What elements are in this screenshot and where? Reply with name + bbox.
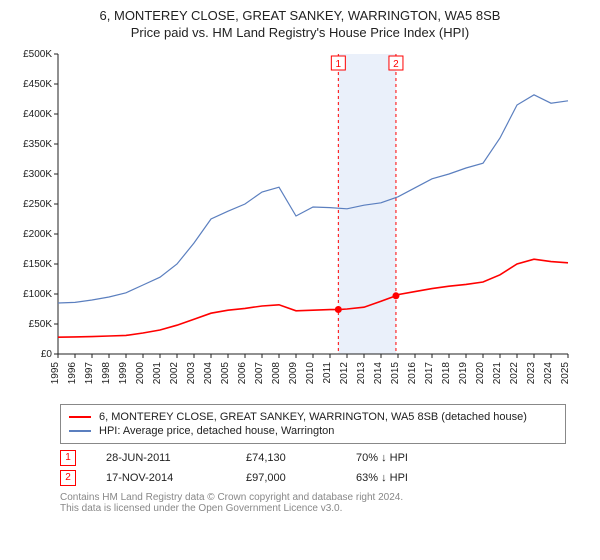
sale-row: 1 28-JUN-2011 £74,130 70% ↓ HPI — [60, 450, 566, 466]
legend-label: 6, MONTEREY CLOSE, GREAT SANKEY, WARRING… — [99, 411, 527, 423]
title-main: 6, MONTEREY CLOSE, GREAT SANKEY, WARRING… — [0, 8, 600, 23]
svg-text:1997: 1997 — [84, 362, 95, 385]
svg-text:2006: 2006 — [237, 362, 248, 385]
svg-text:2019: 2019 — [458, 362, 469, 385]
svg-text:2005: 2005 — [220, 362, 231, 385]
svg-text:2007: 2007 — [254, 362, 265, 385]
sale-num: 1 — [60, 450, 76, 466]
svg-text:2010: 2010 — [305, 362, 316, 385]
legend-row: HPI: Average price, detached house, Warr… — [69, 425, 557, 437]
sale-date: 17-NOV-2014 — [106, 472, 216, 484]
svg-text:2018: 2018 — [441, 362, 452, 385]
svg-text:£450K: £450K — [23, 79, 52, 90]
svg-text:£350K: £350K — [23, 139, 52, 150]
svg-text:2012: 2012 — [339, 362, 350, 385]
svg-text:1999: 1999 — [118, 362, 129, 385]
svg-text:2015: 2015 — [390, 362, 401, 385]
svg-text:£200K: £200K — [23, 229, 52, 240]
svg-text:£50K: £50K — [29, 319, 53, 330]
svg-text:2011: 2011 — [322, 362, 333, 384]
legend-label: HPI: Average price, detached house, Warr… — [99, 425, 334, 437]
legend-swatch — [69, 430, 91, 432]
svg-text:2025: 2025 — [560, 362, 571, 385]
svg-text:£500K: £500K — [23, 49, 52, 60]
footer-line2: This data is licensed under the Open Gov… — [60, 503, 566, 514]
svg-text:1995: 1995 — [50, 362, 61, 385]
sale-marker-num: 2 — [393, 59, 399, 70]
sale-price: £74,130 — [246, 452, 326, 464]
svg-text:2021: 2021 — [492, 362, 503, 385]
sale-row: 2 17-NOV-2014 £97,000 63% ↓ HPI — [60, 470, 566, 486]
svg-text:1996: 1996 — [67, 362, 78, 385]
legend: 6, MONTEREY CLOSE, GREAT SANKEY, WARRING… — [60, 404, 566, 444]
price-chart: £0 £50K £100K £150K £200K £250K £300K £350K £400… — [0, 40, 600, 400]
svg-text:2016: 2016 — [407, 362, 418, 385]
sale-delta: 70% ↓ HPI — [356, 452, 446, 464]
title-sub: Price paid vs. HM Land Registry's House … — [0, 25, 600, 40]
sale-marker-num: 1 — [336, 59, 342, 70]
sale-delta: 63% ↓ HPI — [356, 472, 446, 484]
footer: Contains HM Land Registry data © Crown c… — [60, 492, 566, 514]
svg-text:2023: 2023 — [526, 362, 537, 385]
svg-text:2002: 2002 — [169, 362, 180, 385]
svg-text:2008: 2008 — [271, 362, 282, 385]
svg-text:2001: 2001 — [152, 362, 163, 385]
sale-num: 2 — [60, 470, 76, 486]
legend-swatch — [69, 416, 91, 418]
sales-table: 1 28-JUN-2011 £74,130 70% ↓ HPI 2 17-NOV-2014… — [60, 450, 566, 486]
svg-text:2017: 2017 — [424, 362, 435, 385]
svg-text:2020: 2020 — [475, 362, 486, 385]
sale-date: 28-JUN-2011 — [106, 452, 216, 464]
chart-titles: 6, MONTEREY CLOSE, GREAT SANKEY, WARRING… — [0, 0, 600, 40]
svg-text:2003: 2003 — [186, 362, 197, 385]
svg-text:2022: 2022 — [509, 362, 520, 385]
svg-text:£300K: £300K — [23, 169, 52, 180]
svg-text:1998: 1998 — [101, 362, 112, 385]
sale-dot — [335, 306, 342, 313]
footer-line1: Contains HM Land Registry data © Crown c… — [60, 492, 566, 503]
svg-text:2004: 2004 — [203, 362, 214, 385]
sale-price: £97,000 — [246, 472, 326, 484]
svg-text:2014: 2014 — [373, 362, 384, 385]
legend-row: 6, MONTEREY CLOSE, GREAT SANKEY, WARRING… — [69, 411, 557, 423]
svg-text:£150K: £150K — [23, 259, 52, 270]
svg-text:£400K: £400K — [23, 109, 52, 120]
svg-text:£100K: £100K — [23, 289, 52, 300]
svg-text:£250K: £250K — [23, 199, 52, 210]
svg-text:2009: 2009 — [288, 362, 299, 385]
sale-dot — [392, 292, 399, 299]
svg-text:2000: 2000 — [135, 362, 146, 385]
svg-text:2013: 2013 — [356, 362, 367, 385]
svg-text:£0: £0 — [41, 349, 53, 360]
svg-text:2024: 2024 — [543, 362, 554, 385]
